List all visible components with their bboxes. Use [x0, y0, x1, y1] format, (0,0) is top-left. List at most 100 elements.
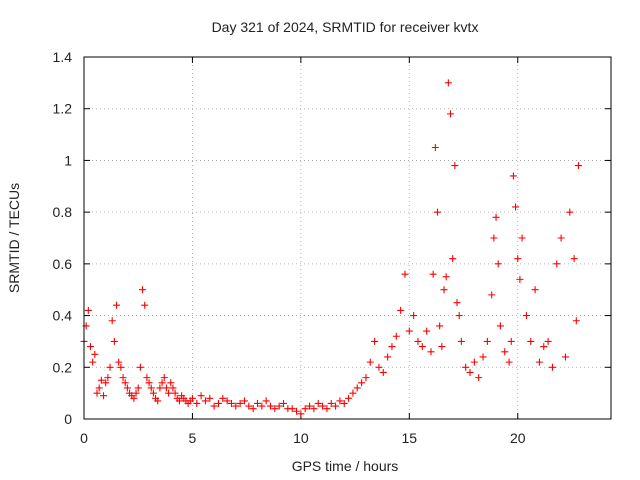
data-point — [514, 255, 522, 263]
data-point — [84, 306, 92, 314]
data-point — [93, 389, 101, 397]
data-point — [462, 363, 470, 371]
data-point — [492, 213, 500, 221]
x-tick-label: 15 — [402, 430, 418, 446]
data-point — [288, 405, 296, 413]
y-axis-label: SRMTID / TECUs — [6, 183, 22, 293]
data-point — [169, 384, 177, 392]
data-point — [466, 368, 474, 376]
data-point — [553, 260, 561, 268]
data-point — [401, 270, 409, 278]
data-point — [518, 234, 526, 242]
data-point — [119, 374, 127, 382]
data-point — [557, 234, 565, 242]
data-point — [110, 337, 118, 345]
data-point — [104, 374, 112, 382]
data-point — [314, 399, 322, 407]
data-point — [566, 208, 574, 216]
data-point — [427, 348, 435, 356]
data-point — [130, 394, 138, 402]
data-point — [418, 343, 426, 351]
data-point — [501, 348, 509, 356]
data-point — [371, 337, 379, 345]
data-point — [429, 270, 437, 278]
data-points — [80, 79, 582, 418]
data-point — [336, 397, 344, 405]
data-point — [100, 392, 108, 400]
data-point — [535, 358, 543, 366]
data-point — [262, 397, 270, 405]
data-point — [451, 162, 459, 170]
data-point — [117, 363, 125, 371]
data-point — [438, 343, 446, 351]
data-point — [414, 337, 422, 345]
data-point — [162, 384, 170, 392]
data-point — [149, 389, 157, 397]
data-point — [449, 255, 457, 263]
data-point — [574, 162, 582, 170]
data-point — [405, 327, 413, 335]
axis-ticks: 0 5 10 15 20 0 0.2 0.4 0.6 0.8 1 1.2 1.4 — [53, 49, 611, 446]
data-point — [540, 343, 548, 351]
data-point — [267, 402, 275, 410]
data-point — [453, 299, 461, 307]
data-point — [249, 405, 257, 413]
data-point — [158, 379, 166, 387]
data-point — [201, 397, 209, 405]
data-point — [345, 394, 353, 402]
data-point — [455, 312, 463, 320]
x-tick-label: 5 — [189, 430, 197, 446]
data-point — [154, 397, 162, 405]
data-point — [516, 275, 524, 283]
y-tick-label: 0 — [64, 411, 72, 427]
data-point — [479, 353, 487, 361]
data-point — [106, 363, 114, 371]
data-point — [362, 374, 370, 382]
data-point — [123, 384, 131, 392]
data-point — [507, 337, 515, 345]
x-tick-label: 20 — [510, 430, 526, 446]
x-axis-label: GPS time / hours — [292, 458, 399, 474]
data-point — [139, 286, 147, 294]
data-point — [188, 394, 196, 402]
grid-lines — [84, 57, 611, 419]
y-tick-label: 0.2 — [53, 359, 73, 375]
data-point — [245, 402, 253, 410]
data-point — [544, 337, 552, 345]
data-point — [147, 384, 155, 392]
data-point — [512, 203, 520, 211]
data-point — [384, 353, 392, 361]
data-point — [223, 397, 231, 405]
data-point — [97, 376, 105, 384]
y-tick-label: 0.6 — [53, 256, 73, 272]
data-point — [340, 399, 348, 407]
x-tick-label: 10 — [293, 430, 309, 446]
y-tick-label: 1.4 — [53, 49, 73, 65]
data-point — [87, 343, 95, 351]
data-point — [522, 312, 530, 320]
data-point — [388, 343, 396, 351]
data-point — [431, 144, 439, 151]
data-point — [332, 402, 340, 410]
data-point — [102, 379, 110, 387]
data-point — [306, 402, 314, 410]
data-point — [121, 379, 129, 387]
data-point — [165, 389, 173, 397]
data-point — [561, 353, 569, 361]
data-point — [134, 384, 142, 392]
data-point — [572, 317, 580, 325]
data-point — [323, 405, 331, 413]
data-point — [527, 337, 535, 345]
data-point — [436, 322, 444, 330]
plot-frame — [83, 56, 612, 420]
data-point — [95, 384, 103, 392]
data-point — [379, 368, 387, 376]
data-point — [219, 394, 227, 402]
data-point — [494, 260, 502, 268]
data-point — [505, 358, 513, 366]
data-point — [280, 399, 288, 407]
y-tick-label: 0.4 — [53, 308, 73, 324]
data-point — [271, 405, 279, 413]
data-point — [327, 399, 335, 407]
